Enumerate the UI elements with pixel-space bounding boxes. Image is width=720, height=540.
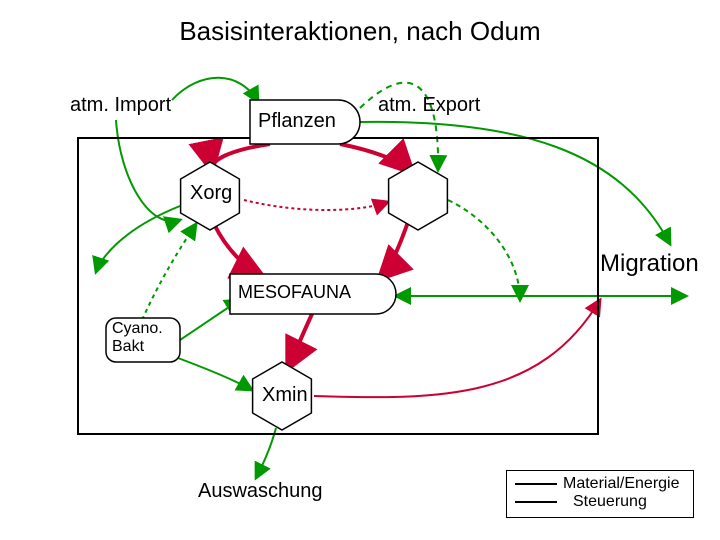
edge-xmin-to-auswaschung: [256, 428, 276, 478]
edge-hex-to-mesofauna: [380, 222, 408, 278]
edge-hex-to-side: [448, 200, 520, 300]
node-label-pflanzen: Pflanzen: [258, 110, 336, 133]
label-atm-import: atm. Import: [70, 94, 171, 117]
label-migration: Migration: [600, 250, 699, 278]
node-hex_empty: [389, 162, 448, 230]
node-label-mesofauna: MESOFAUNA: [238, 282, 351, 303]
legend: Material/Energie Steuerung: [506, 470, 694, 518]
label-atm-export: atm. Export: [378, 94, 480, 117]
label-auswaschung: Auswaschung: [198, 480, 323, 503]
edge-mesofauna-to-xmin: [288, 314, 312, 368]
node-label-cyano: Cyano.Bakt: [112, 320, 163, 356]
edge-cyano-to-xmin: [178, 358, 252, 390]
edge-pflanzen-to-hex: [340, 144, 412, 172]
edge-import-to-pflanzen: [172, 78, 258, 102]
diagram-stage: Basisinteraktionen, nach Odum atm. Impor…: [0, 0, 720, 540]
legend-text-2: Steuerung: [563, 493, 683, 511]
edge-xorg-to-side: [96, 206, 180, 272]
legend-line-1-icon: [515, 483, 557, 485]
legend-text-1: Material/Energie: [563, 475, 683, 493]
edge-import-to-xorg: [116, 120, 180, 221]
node-label-xmin: Xmin: [262, 384, 308, 407]
legend-line-2-icon: [515, 501, 557, 503]
edge-xorg-to-hex-dash: [244, 200, 388, 210]
edge-cyano-to-xorg: [142, 224, 196, 320]
node-label-xorg: Xorg: [190, 182, 232, 205]
edge-xorg-to-mesofauna: [215, 226, 262, 276]
edge-pflanzen-to-xorg: [212, 144, 270, 170]
